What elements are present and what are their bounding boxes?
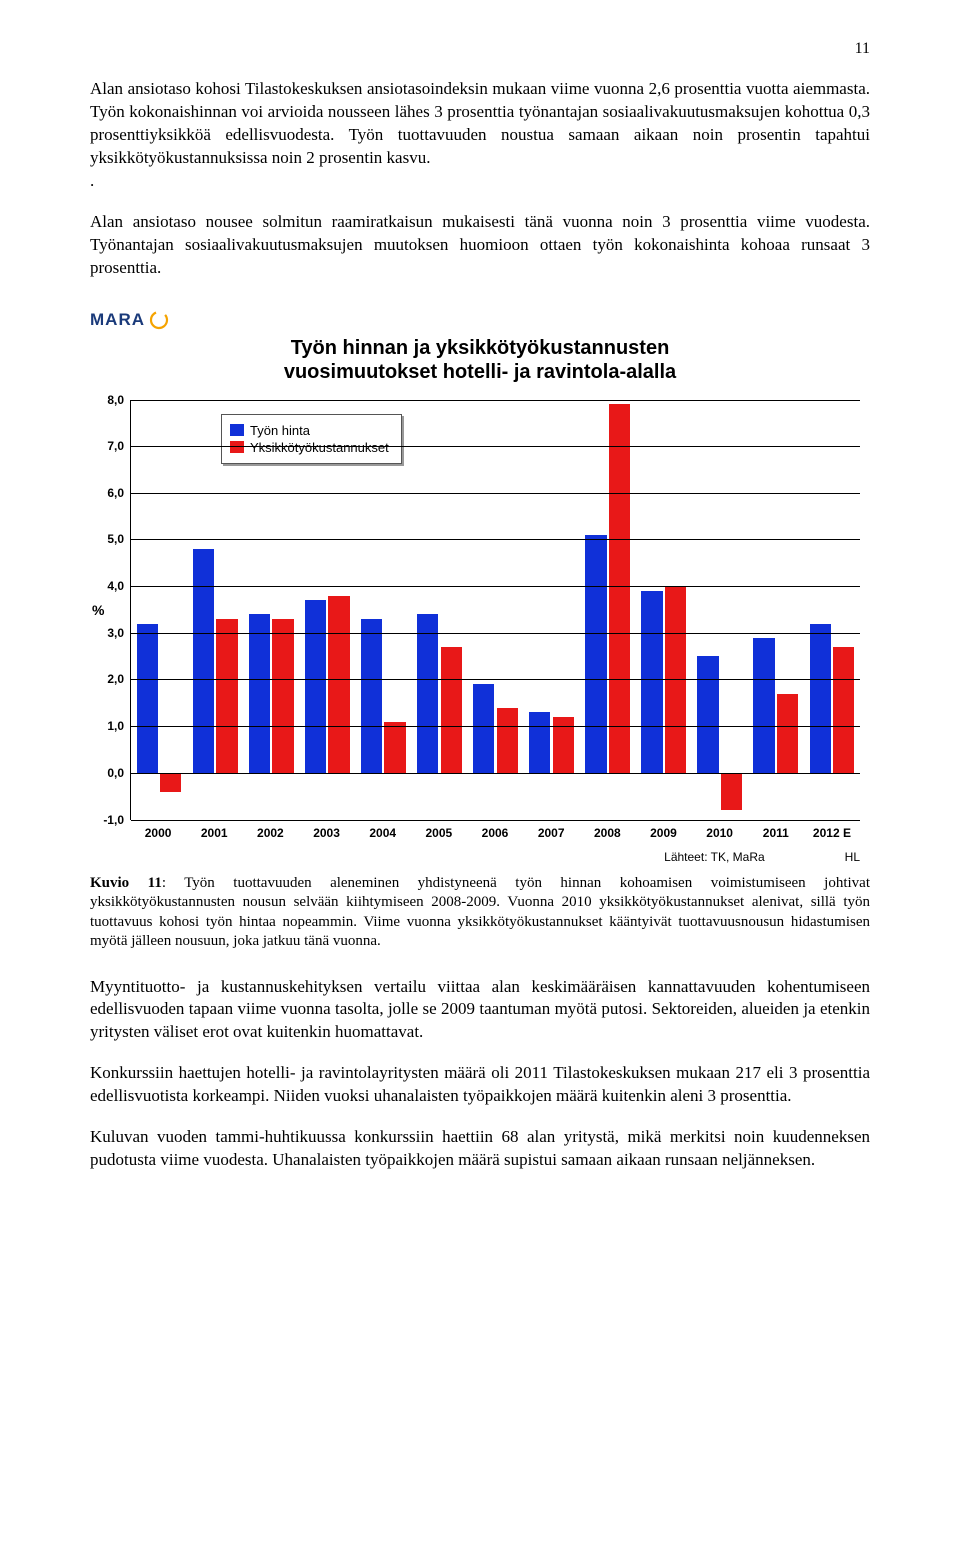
year-group <box>131 400 187 820</box>
chart-author: HL <box>845 850 860 864</box>
bar-series1 <box>753 638 774 773</box>
bars-row <box>131 400 860 820</box>
mara-logo-icon <box>149 310 169 330</box>
year-group <box>243 400 299 820</box>
bar-series2 <box>777 694 798 773</box>
x-tick-label: 2009 <box>635 826 691 840</box>
bar-series1 <box>529 712 550 773</box>
y-tick-label: 3,0 <box>107 626 124 640</box>
chart-title-line2: vuosimuutokset hotelli- ja ravintola-ala… <box>284 361 676 383</box>
y-gridline <box>131 539 860 540</box>
paragraph-1: Alan ansiotaso kohosi Tilastokeskuksen a… <box>90 78 870 193</box>
caption-text: : Työn tuottavuuden aleneminen yhdistyne… <box>90 875 870 950</box>
bar-series2 <box>272 619 293 773</box>
x-tick-label: 2000 <box>130 826 186 840</box>
x-tick-label: 2004 <box>355 826 411 840</box>
paragraph-1-text: Alan ansiotaso kohosi Tilastokeskuksen a… <box>90 79 870 167</box>
y-tick-label: 6,0 <box>107 486 124 500</box>
x-tick-label: 2003 <box>298 826 354 840</box>
y-tick-label: 4,0 <box>107 579 124 593</box>
bar-series2 <box>216 619 237 773</box>
y-axis-title: % <box>92 602 104 618</box>
chart: MARA Työn hinnan ja yksikkötyökustannust… <box>90 310 870 864</box>
chart-footer: Lähteet: TK, MaRa HL <box>90 850 860 864</box>
zero-gridline <box>131 773 860 774</box>
bar-series2 <box>497 708 518 773</box>
paragraph-3: Myyntituotto- ja kustannuskehityksen ver… <box>90 976 870 1045</box>
x-tick-label: 2001 <box>186 826 242 840</box>
y-gridline <box>131 633 860 634</box>
bar-series1 <box>697 656 718 773</box>
chart-area: 8,07,06,05,04,03,02,01,00,0-1,0 % Työn h… <box>130 400 860 820</box>
figure-caption: Kuvio 11: Työn tuottavuuden aleneminen y… <box>90 874 870 952</box>
y-tick-label: -1,0 <box>103 813 124 827</box>
x-tick-label: 2006 <box>467 826 523 840</box>
y-tick-label: 1,0 <box>107 719 124 733</box>
x-tick-label: 2007 <box>523 826 579 840</box>
y-gridline <box>131 400 860 401</box>
plot-area: Työn hinta Yksikkötyökustannukset <box>130 400 860 820</box>
paragraph-5: Kuluvan vuoden tammi-huhtikuussa konkurs… <box>90 1126 870 1172</box>
year-group <box>636 400 692 820</box>
bar-series1 <box>305 600 326 773</box>
bar-series1 <box>193 549 214 773</box>
y-tick-label: 5,0 <box>107 532 124 546</box>
x-tick-label: 2010 <box>692 826 748 840</box>
paragraph-2: Alan ansiotaso nousee solmitun raamiratk… <box>90 211 870 280</box>
year-group <box>580 400 636 820</box>
year-group <box>467 400 523 820</box>
year-group <box>299 400 355 820</box>
year-group <box>355 400 411 820</box>
bar-series2 <box>384 722 405 773</box>
bar-series2 <box>721 773 742 810</box>
bar-series1 <box>417 614 438 773</box>
bar-series2 <box>833 647 854 773</box>
y-gridline <box>131 493 860 494</box>
chart-source: Lähteet: TK, MaRa <box>664 850 765 864</box>
paragraph-4: Konkurssiin haettujen hotelli- ja ravint… <box>90 1062 870 1108</box>
year-group <box>524 400 580 820</box>
bar-series2 <box>160 773 181 792</box>
chart-title: Työn hinnan ja yksikkötyökustannusten vu… <box>90 336 870 384</box>
bar-series1 <box>473 684 494 773</box>
y-gridline <box>131 820 860 821</box>
bar-series2 <box>441 647 462 773</box>
y-tick-label: 7,0 <box>107 439 124 453</box>
x-tick-label: 2005 <box>411 826 467 840</box>
paragraph-1-dot: . <box>90 171 94 190</box>
x-labels: 2000200120022003200420052006200720082009… <box>130 826 860 840</box>
bar-series1 <box>361 619 382 773</box>
bar-series1 <box>137 624 158 773</box>
mara-logo-text: MARA <box>90 310 145 330</box>
year-group <box>804 400 860 820</box>
bar-series2 <box>609 404 630 773</box>
y-gridline <box>131 679 860 680</box>
y-gridline <box>131 726 860 727</box>
mara-logo: MARA <box>90 310 169 330</box>
bar-series1 <box>249 614 270 773</box>
bar-series1 <box>810 624 831 773</box>
y-gridline <box>131 586 860 587</box>
y-tick-label: 2,0 <box>107 672 124 686</box>
x-tick-label: 2008 <box>579 826 635 840</box>
caption-label: Kuvio 11 <box>90 875 162 891</box>
y-tick-label: 8,0 <box>107 393 124 407</box>
year-group <box>748 400 804 820</box>
bar-series1 <box>585 535 606 773</box>
chart-title-line1: Työn hinnan ja yksikkötyökustannusten <box>291 337 670 359</box>
y-tick-label: 0,0 <box>107 766 124 780</box>
x-tick-label: 2002 <box>242 826 298 840</box>
bar-series1 <box>641 591 662 773</box>
year-group <box>187 400 243 820</box>
year-group <box>411 400 467 820</box>
bar-series2 <box>328 596 349 773</box>
x-tick-label: 2011 <box>748 826 804 840</box>
page-number: 11 <box>90 40 870 58</box>
x-tick-label: 2012 E <box>804 826 860 840</box>
year-group <box>692 400 748 820</box>
y-gridline <box>131 446 860 447</box>
